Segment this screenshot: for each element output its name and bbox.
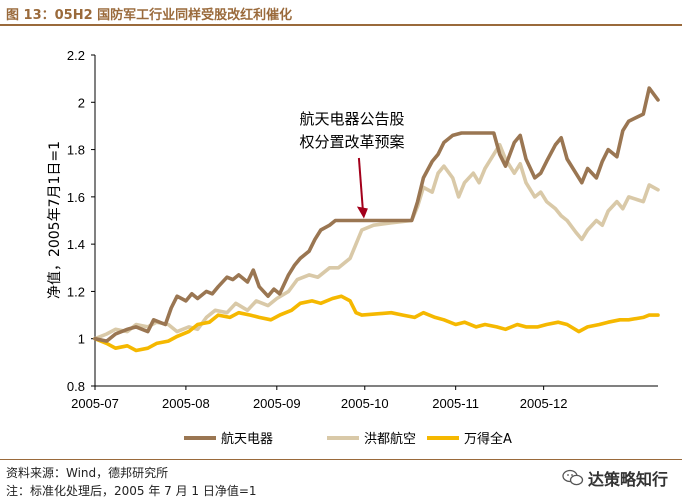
y-ticks: 0.8 1 1.2 1.4 1.6 1.8 2 2.2: [67, 48, 95, 394]
y-tick-label: 2: [78, 95, 85, 110]
series-line-1: [93, 86, 660, 343]
watermark: 达策略知行: [562, 466, 668, 490]
x-tick-label: 2005-12: [520, 396, 568, 411]
y-tick-label: 1.8: [67, 143, 85, 158]
annotation-line-2: 权分置改革预案: [299, 133, 404, 151]
x-tick-label: 2005-09: [253, 396, 301, 411]
line-chart: 0.811.21.41.61.822.2 2005-07 2005-08 2005-…: [47, 48, 660, 447]
x-tick-label: 2005-11: [432, 396, 479, 411]
series-lines: [93, 86, 660, 353]
y-axis-title: 净值，2005年7月1日=1: [47, 141, 63, 299]
x-tick-label: 2005-10: [341, 396, 389, 411]
y-tick-label: 1.4: [67, 237, 85, 252]
title-rule: [0, 24, 682, 26]
x-tick-label: 2005-07: [71, 396, 119, 411]
y-tick-label: 0.8: [67, 379, 85, 394]
annotation: 航天电器公告股 权分置改革预案: [299, 110, 405, 219]
annotation-line-1: 航天电器公告股: [299, 110, 404, 128]
annotation-arrow: [357, 157, 364, 211]
note-text: 注：标准化处理后，2005 年 7 月 1 日净值=1: [6, 484, 257, 498]
source-text: 资料来源：Wind，德邦研究所: [6, 466, 169, 480]
legend-label-3: 万得全A: [464, 431, 512, 447]
y-tick-label: 1: [78, 332, 85, 347]
legend: 航天电器 洪都航空 万得全A: [184, 431, 512, 447]
series-line-2: [93, 143, 660, 341]
y-tick-label: 1.2: [67, 284, 85, 299]
annotation-arrowhead: [356, 206, 368, 219]
wechat-icon: [562, 469, 584, 486]
y-tick-label: 2.2: [67, 48, 85, 63]
x-ticks: 2005-07 2005-08 2005-09 2005-10 2005-11 2005-…: [71, 386, 568, 411]
series-line-3: [93, 294, 660, 353]
plot-area: 0.811.21.41.61.822.2 2005-07 2005-08 2005-…: [67, 48, 660, 411]
figure-title: 图 13：05H2 国防军工行业同样受股改红利催化: [6, 8, 293, 23]
legend-label-1: 航天电器: [221, 431, 273, 447]
legend-label-2: 洪都航空: [364, 431, 416, 447]
y-tick-label: 1.6: [67, 190, 85, 205]
watermark-text: 达策略知行: [587, 470, 668, 489]
footer-rule: [0, 459, 682, 460]
x-tick-label: 2005-08: [162, 396, 210, 411]
